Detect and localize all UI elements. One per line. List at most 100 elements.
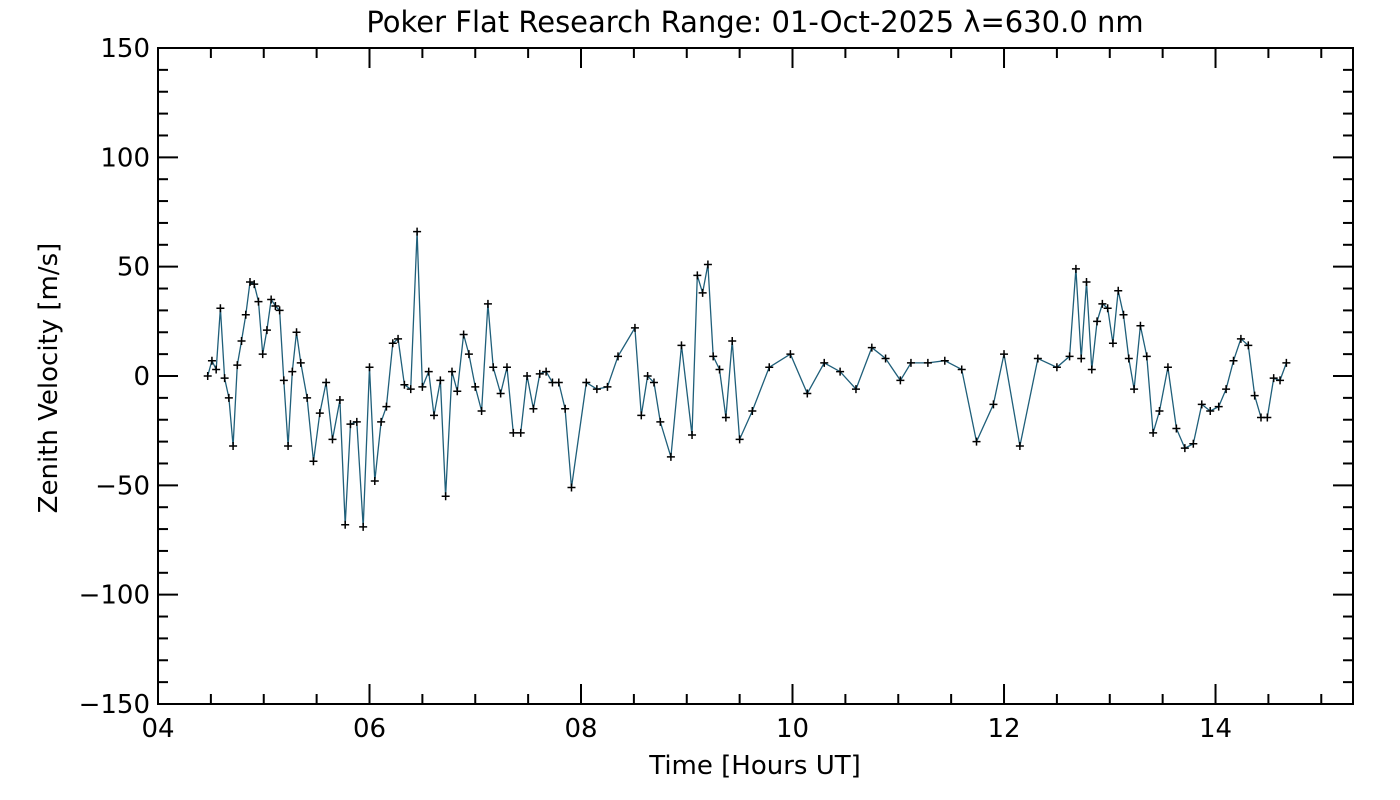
- data-point-marker: [292, 328, 301, 337]
- data-point-marker: [430, 411, 439, 420]
- data-point-marker: [1065, 352, 1074, 361]
- data-point-marker: [582, 378, 591, 387]
- data-point-marker: [1250, 391, 1259, 400]
- data-point-marker: [267, 295, 276, 304]
- data-point-marker: [220, 374, 229, 383]
- data-point-marker: [377, 417, 386, 426]
- data-point-marker: [1155, 406, 1164, 415]
- series-line: [207, 231, 1288, 527]
- data-point-marker: [1149, 428, 1158, 437]
- data-point-marker: [735, 435, 744, 444]
- data-point-marker: [677, 341, 686, 350]
- data-point-marker: [592, 385, 601, 394]
- plot-frame: [157, 47, 1354, 705]
- y-tick-label: 100: [100, 143, 150, 173]
- data-point-marker: [1189, 439, 1198, 448]
- data-point-marker: [603, 382, 612, 391]
- data-point-marker: [1136, 321, 1145, 330]
- data-point-marker: [923, 358, 932, 367]
- data-point-marker: [1098, 299, 1107, 308]
- data-point-marker: [229, 441, 238, 450]
- data-point-marker: [703, 260, 712, 269]
- data-point-marker: [212, 365, 221, 374]
- data-point-marker: [1000, 350, 1009, 359]
- data-point-marker: [382, 402, 391, 411]
- data-point-marker: [1282, 358, 1291, 367]
- x-tick-label: 04: [141, 714, 174, 744]
- data-point-marker: [400, 380, 409, 389]
- data-point-marker: [406, 385, 415, 394]
- data-point-marker: [523, 372, 532, 380]
- data-point-marker: [418, 382, 427, 391]
- y-tick-label: 150: [100, 34, 150, 64]
- data-point-marker: [394, 334, 403, 343]
- data-point-marker: [459, 330, 468, 339]
- data-point-marker: [1114, 286, 1123, 295]
- data-point-marker: [1071, 264, 1080, 273]
- data-point-marker: [203, 372, 212, 380]
- data-point-marker: [464, 350, 473, 359]
- data-point-marker: [258, 350, 267, 359]
- data-point-marker: [315, 409, 324, 418]
- data-point-marker: [561, 404, 570, 413]
- data-point-marker: [216, 304, 225, 313]
- data-point-marker: [728, 337, 737, 346]
- data-point-marker: [656, 417, 665, 426]
- x-axis-label: Time [Hours UT]: [648, 751, 861, 781]
- data-point-marker: [851, 385, 860, 394]
- y-axis-label: Zenith Velocity [m/s]: [34, 243, 64, 514]
- data-point-marker: [447, 367, 456, 376]
- data-point-marker: [1077, 354, 1086, 363]
- data-point-marker: [721, 413, 730, 422]
- data-point-marker: [881, 354, 890, 363]
- data-point-marker: [359, 522, 368, 531]
- data-point-marker: [940, 356, 949, 365]
- data-point-marker: [483, 299, 492, 308]
- data-point-marker: [715, 365, 724, 374]
- data-point-marker: [441, 492, 450, 501]
- data-point-marker: [1244, 341, 1253, 350]
- data-point-marker: [535, 369, 544, 378]
- data-point-marker: [453, 387, 462, 396]
- axis-ticks: [157, 47, 1353, 705]
- data-point-marker: [972, 437, 981, 446]
- data-point-marker: [1082, 277, 1091, 286]
- data-point-marker: [1180, 444, 1189, 453]
- data-point-marker: [1197, 400, 1206, 409]
- data-point-marker: [352, 417, 361, 426]
- data-point-marker: [529, 404, 538, 413]
- data-point-marker: [688, 431, 697, 440]
- data-point-marker: [254, 297, 263, 306]
- data-point-marker: [693, 271, 702, 280]
- data-point-marker: [630, 323, 639, 332]
- data-point-marker: [322, 378, 331, 387]
- data-point-marker: [666, 452, 675, 461]
- data-point-marker: [436, 376, 445, 385]
- data-point-marker: [906, 358, 915, 367]
- data-point-marker: [237, 337, 246, 346]
- data-point-marker: [1124, 354, 1133, 363]
- data-point-marker: [1087, 365, 1096, 374]
- data-point-marker: [1033, 354, 1042, 363]
- data-point-marker: [388, 339, 397, 348]
- data-point-marker: [836, 367, 845, 376]
- y-tick-label: −50: [95, 471, 150, 501]
- data-markers: [203, 227, 1291, 531]
- data-point-marker: [649, 378, 658, 387]
- data-point-marker: [233, 361, 242, 370]
- data-point-marker: [554, 378, 563, 387]
- data-point-marker: [341, 520, 350, 529]
- y-tick-label: 0: [133, 362, 150, 392]
- y-tick-label: −150: [79, 690, 150, 720]
- data-point-marker: [309, 457, 318, 466]
- data-point-marker: [477, 406, 486, 415]
- data-point-marker: [328, 435, 337, 444]
- data-point-marker: [1236, 334, 1245, 343]
- data-point-marker: [1263, 413, 1272, 422]
- data-point-marker: [303, 393, 312, 402]
- data-point-marker: [296, 358, 305, 367]
- data-point-marker: [275, 306, 284, 315]
- data-point-marker: [1206, 406, 1215, 415]
- data-point-marker: [279, 376, 288, 385]
- data-point-marker: [643, 372, 652, 380]
